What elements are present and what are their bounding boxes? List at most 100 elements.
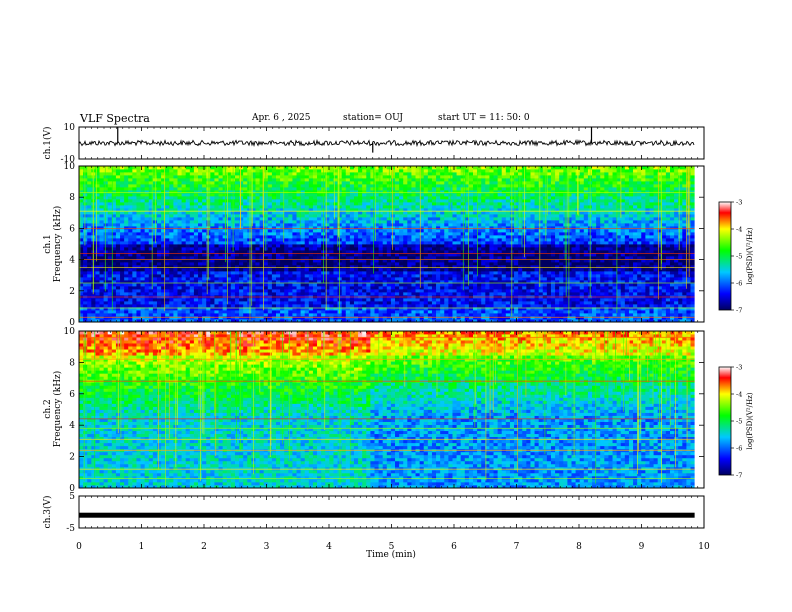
spectrogram-cell [230,283,236,287]
spectrogram-cell [382,256,388,260]
spectrogram-cell [234,220,240,224]
spectrogram-cell [276,244,281,248]
spectrogram-cell [198,253,203,257]
spectrogram-cell [329,310,334,314]
spectrogram-cell [99,196,105,200]
spectrogram-cell [193,166,199,170]
spectrogram-cell [292,190,297,194]
spectrogram-cell [87,175,92,179]
spectrogram-cell [156,220,162,224]
spectrogram-cell [276,184,281,188]
spectrogram-cell [181,271,187,275]
spectrogram-cell [390,265,396,269]
spectrogram-cell [173,313,178,317]
spectrogram-cell [407,190,412,194]
spectrogram-cell [247,283,252,287]
spectrogram-cell [181,226,187,230]
spectrogram-cell [440,238,445,242]
spectrogram-cell [415,208,421,212]
spectrogram-cell [419,277,425,281]
spectrogram-cell [148,253,154,257]
spectrogram-cell [452,223,457,227]
spectrogram-cell [337,166,343,170]
spectrogram-cell [251,247,256,251]
spectrogram-cell [411,187,416,191]
spectrogram-cell [415,172,421,176]
spectrogram-cell [374,202,379,206]
spectrogram-cell [280,292,285,296]
spectrogram-cell [124,196,129,200]
spectrogram-cell [177,190,182,194]
spectrogram-cell [189,220,195,224]
spectrogram-cell [325,301,330,305]
spectrogram-cell [239,205,244,209]
spectrogram-cell [115,307,121,311]
spectrogram-cell [111,307,117,311]
spectrogram-cell [407,247,412,251]
spectrogram-cell [239,313,244,317]
spectrogram-cell [198,316,203,320]
spectrogram-cell [243,187,248,191]
spectrogram-cell [156,229,162,233]
spectrogram-cell [341,286,347,290]
spectrogram-cell [415,181,421,185]
spectrogram-cell [156,193,162,197]
spectrogram-cell [358,184,363,188]
spectrogram-cell [161,232,166,236]
spectrogram-cell [148,301,154,305]
spectrogram-cell [210,220,215,224]
spectrogram-cell [353,217,359,221]
spectrogram-cell [99,268,105,272]
spectrogram-cell [464,217,470,221]
spectrogram-cell [87,223,92,227]
spectrogram-cell [193,196,199,200]
spectrogram-cell [124,280,129,284]
spectrogram-cell [325,223,330,227]
spectrogram-cell [177,304,182,308]
spectrogram-cell [99,310,105,314]
spectrogram-cell [308,226,314,230]
spectrogram-cell [120,217,125,221]
spectrogram-cell [83,298,88,302]
spectrogram-cell [427,274,433,278]
spectrogram-cell [395,286,400,290]
spectrogram-cell [411,262,416,266]
spectrogram-cell [386,259,392,263]
spectrogram-cell [288,211,293,215]
spectrogram-cell [390,220,396,224]
spectrogram-cell [411,268,416,272]
spectrogram-cell [399,196,404,200]
spectrogram-cell [317,184,322,188]
spectrogram-cell [333,274,338,278]
spectrogram-cell [337,232,343,236]
spectrogram-cell [345,205,351,209]
spectrogram-cell [181,214,187,218]
spectrogram-cell [386,235,392,239]
spectrogram-cell [177,241,182,245]
spectrogram-cell [83,256,88,260]
spectrogram-cell [247,235,252,239]
spectrogram-cell [452,208,457,212]
spectrogram-cell [222,241,228,245]
spectrogram-cell [120,214,125,218]
spectrogram-cell [234,187,240,191]
spectrogram-cell [95,268,100,272]
spectrogram-cell [95,190,100,194]
spectrogram-cell [304,247,310,251]
spectrogram-cell [440,310,445,314]
spectrogram-cell [128,262,133,266]
spectrogram-cell [259,196,265,200]
spectrogram-cell [468,223,474,227]
spectrogram-cell [329,286,334,290]
spectrogram-cell [140,241,146,245]
spectrogram-cell [148,262,154,266]
spectrogram-cell [83,247,88,251]
spectrogram-cell [378,220,384,224]
spectrogram-cell [280,268,285,272]
spectrogram-cell [312,265,318,269]
spectrogram-cell [193,202,199,206]
spectrogram-cell [239,253,244,257]
spectrogram-cell [193,190,199,194]
spectrogram-cell [255,289,260,293]
